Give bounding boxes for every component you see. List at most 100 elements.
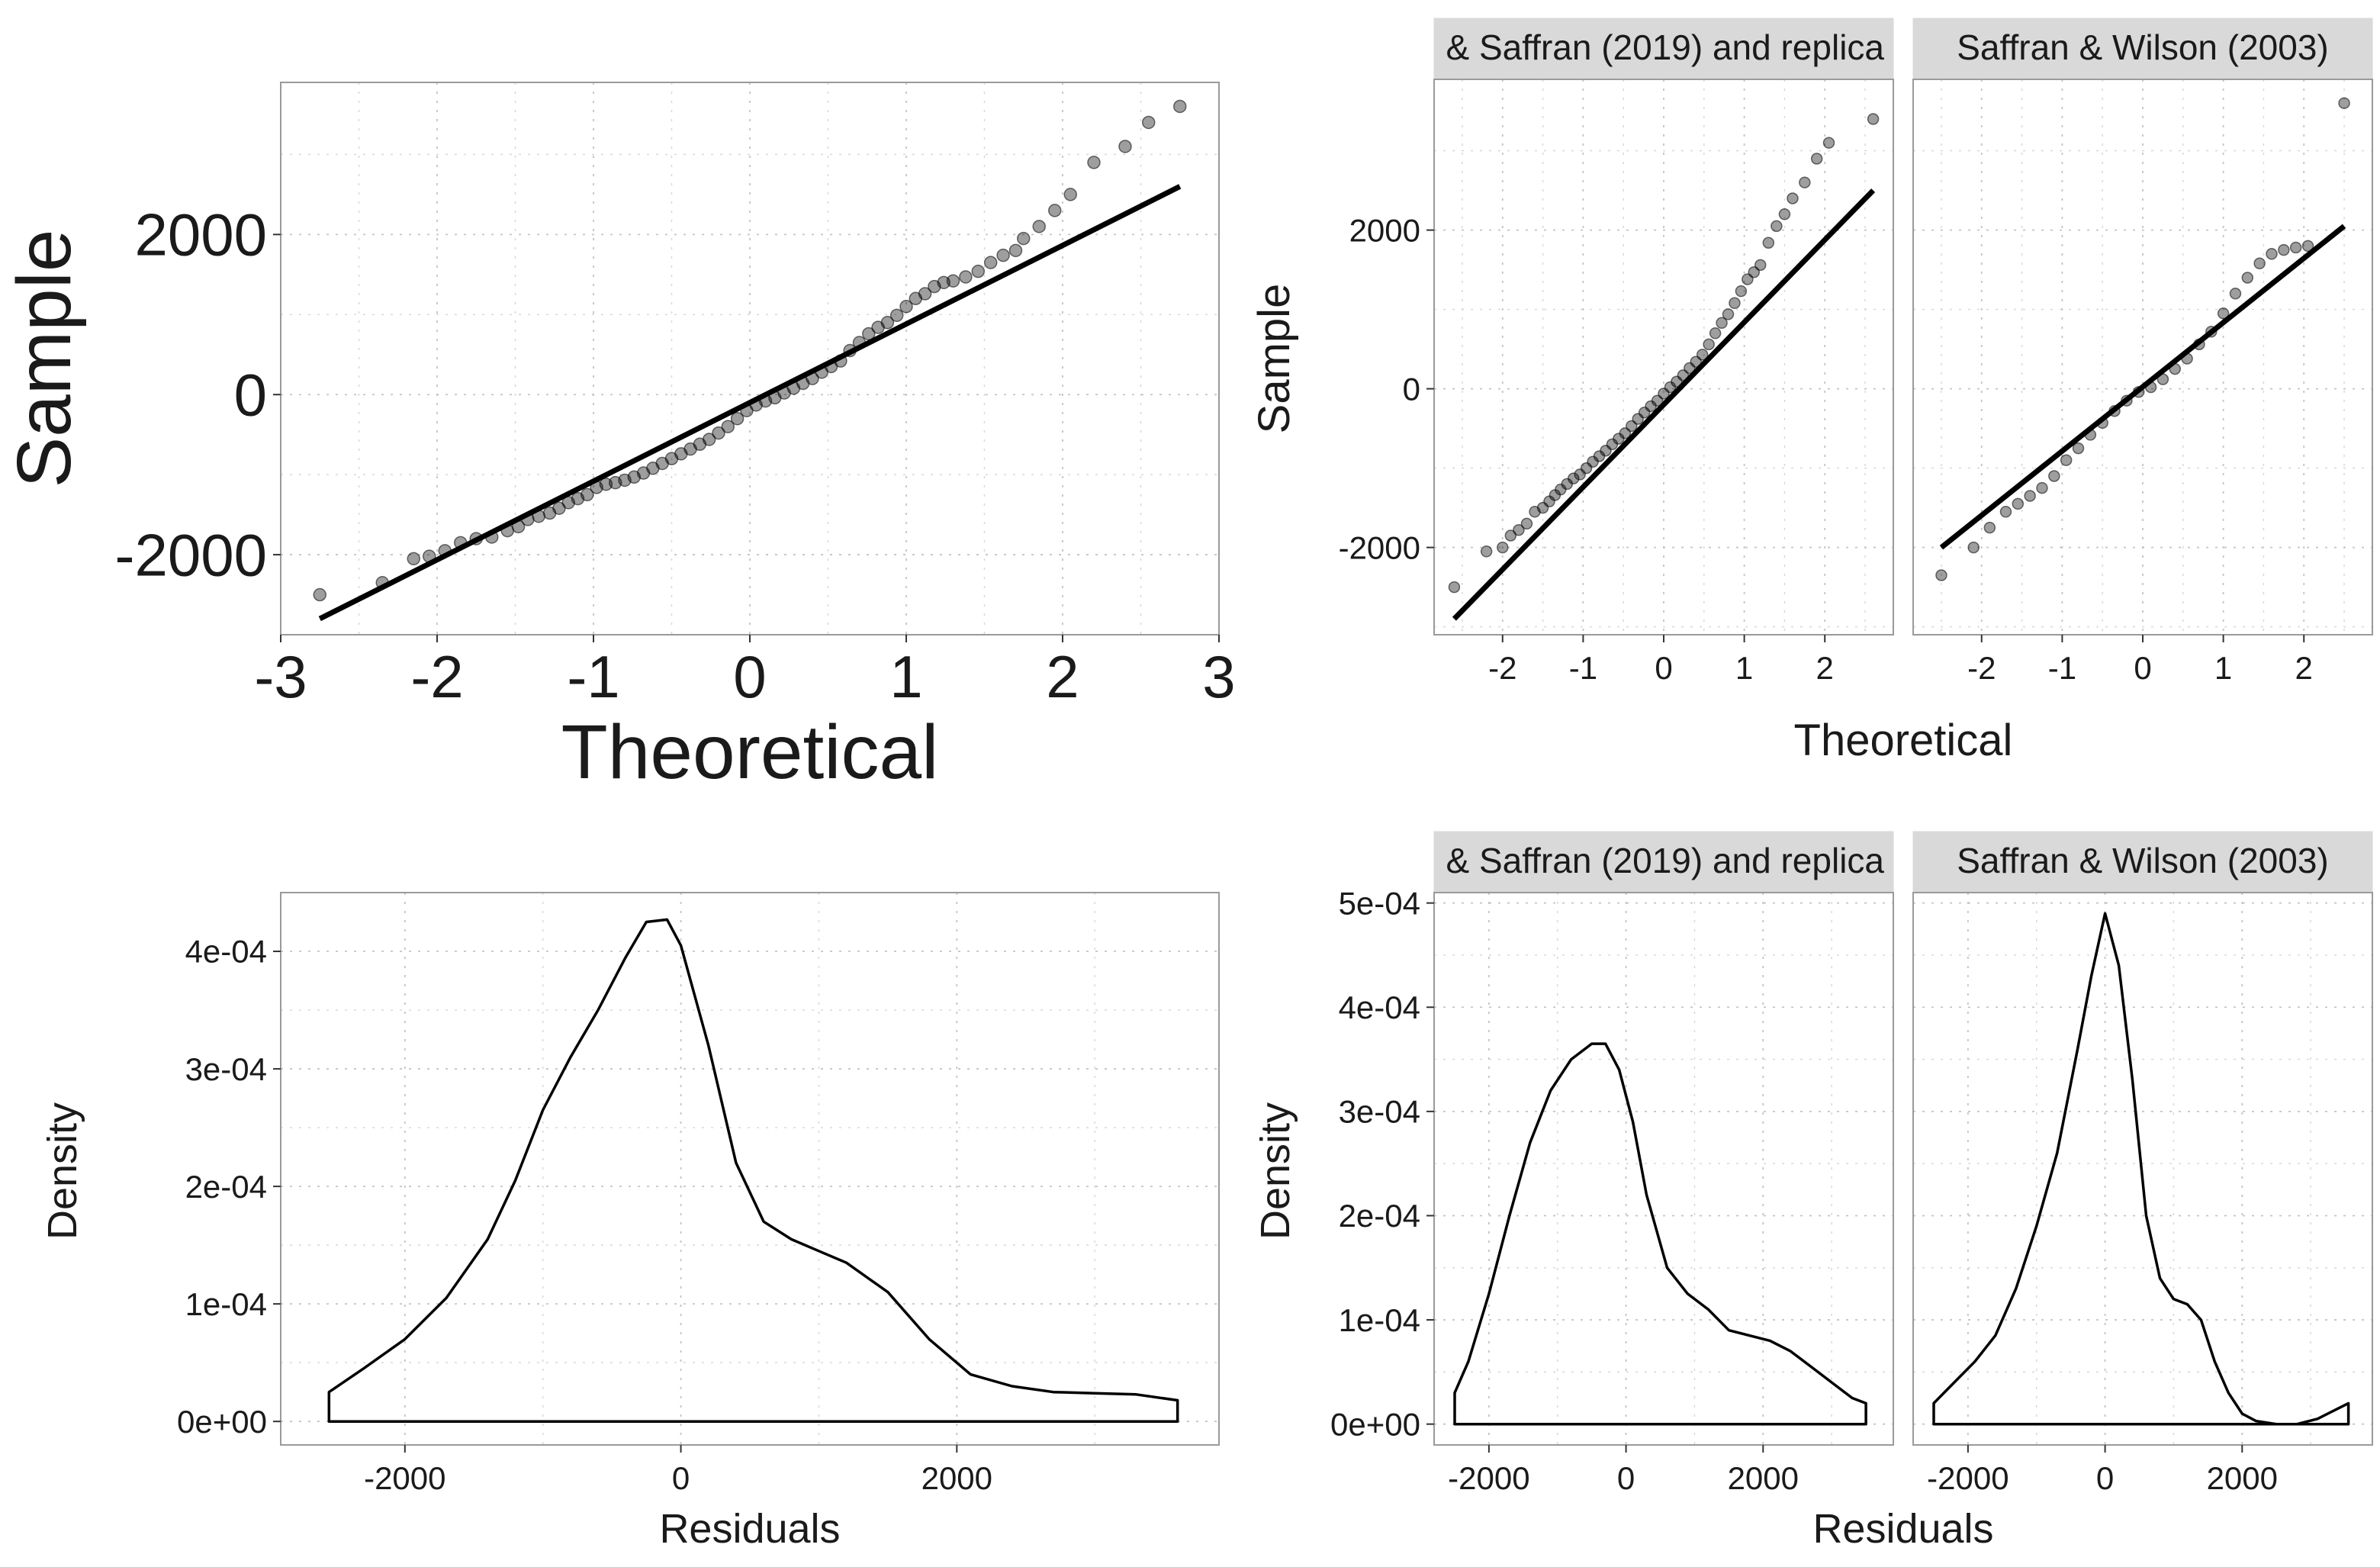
qq-facet-1-point <box>1480 545 1493 558</box>
density-facet-1-density-curve <box>1453 1042 1867 1426</box>
qq-facet-1-point <box>1822 137 1835 149</box>
qq-all-point <box>1087 156 1101 169</box>
qq-all-point <box>407 552 420 566</box>
density-facet-2-x-tick-label: 2000 <box>2207 1460 2278 1496</box>
qq-facet-2-strip-label: Saffran & Wilson (2003) <box>1957 27 2329 67</box>
qq-all-point <box>983 256 998 269</box>
qq-all-point <box>581 487 594 502</box>
qq-facet-1-point <box>1722 308 1735 320</box>
qq-facet-1-point <box>1762 236 1775 249</box>
qq-all-x-tick-label: 0 <box>733 643 766 710</box>
qq-facet-2-point <box>2205 325 2218 338</box>
qq-all-point <box>1118 140 1132 153</box>
qq-all-x-tick-label: -1 <box>567 643 619 710</box>
qq-facet-1-point <box>1709 327 1722 339</box>
density-all-x-tick-label: 0 <box>672 1460 690 1496</box>
qq-all-reference-line <box>318 184 1182 622</box>
qq-facet-1-point <box>1867 113 1880 125</box>
qq-all-point <box>438 544 452 558</box>
density-facet-2-x-tick-label: -2000 <box>1927 1460 2009 1496</box>
qq-facets-xlabel: Theoretical <box>1794 716 2013 765</box>
density-facet-1-strip <box>1433 831 1894 893</box>
qq-facet-2-point <box>2278 243 2290 256</box>
qq-facet-2-point <box>2132 386 2145 398</box>
qq-all-point <box>899 300 913 314</box>
qq-all-point <box>880 316 895 330</box>
density-all-y-tick-label: 3e-04 <box>185 1051 267 1087</box>
qq-all-x-tick-label: 2 <box>1046 643 1079 710</box>
qq-all-point <box>959 270 973 284</box>
qq-all-x-tick-label: -3 <box>254 643 307 710</box>
density-all-y-tick-label: 4e-04 <box>185 934 267 970</box>
qq-facet-1-point <box>1787 192 1799 204</box>
qq-all-point <box>511 520 526 534</box>
density-facet-2-x-tick-label: 0 <box>2096 1460 2114 1496</box>
qq-all-point <box>375 576 389 590</box>
qq-facet-1-point <box>1504 529 1517 542</box>
qq-facet-panels: & Saffran (2019) and replica Saffran & W… <box>1250 18 2373 765</box>
density-facet-1-y-tick-label: 4e-04 <box>1339 989 1420 1025</box>
qq-facet-2-point <box>2144 381 2157 394</box>
qq-facet-1-x-tick-label: -2 <box>1488 650 1516 686</box>
density-all-y-tick-label: 0e+00 <box>177 1404 267 1440</box>
qq-all-ylabel: Sample <box>2 229 87 487</box>
qq-facet-2-point <box>2253 257 2266 270</box>
qq-all-point <box>1008 243 1023 258</box>
qq-facet-2-point <box>2048 470 2060 482</box>
qq-all-point <box>532 509 545 523</box>
qq-facet-2-x-tick-label: 2 <box>2295 650 2313 686</box>
qq-facet-2-x-tick-label: 0 <box>2134 650 2151 686</box>
density-facet-1-y-tick-label: 2e-04 <box>1339 1198 1420 1234</box>
qq-all-point <box>454 536 468 550</box>
qq-facet-2-x-tick-label: -1 <box>2048 650 2076 686</box>
qq-facet-2-point <box>1983 521 1996 534</box>
density-all-y-tick-label: 1e-04 <box>185 1286 267 1322</box>
density-facets-ylabel: Density <box>1253 1102 1298 1240</box>
qq-facet-1-point <box>1754 259 1767 272</box>
density-all-x-tick-label: -2000 <box>364 1460 445 1496</box>
qq-all-point <box>521 513 535 526</box>
qq-all-point <box>1063 188 1077 201</box>
qq-all-point <box>889 308 904 323</box>
qq-all-panel: -3 -2 -1 0 1 2 3 -2000 0 2000 Theoretical Sample <box>2 82 1236 795</box>
qq-facet-2-point <box>2012 497 2025 510</box>
qq-facet-1-x-tick-label: 1 <box>1735 650 1753 686</box>
qq-all-point <box>996 248 1010 262</box>
qq-facet-2-point <box>1935 569 1947 581</box>
qq-facet-2-point <box>2108 404 2121 417</box>
qq-all-point <box>806 372 819 385</box>
density-facet-1-x-tick-label: 0 <box>1617 1460 1635 1496</box>
qq-all-point <box>423 549 436 563</box>
qq-facet-1-point <box>1799 176 1811 188</box>
qq-facet-2-point <box>2266 248 2278 260</box>
qq-all-point <box>730 411 745 426</box>
qq-facet-1-x-tick-label: 0 <box>1655 650 1672 686</box>
density-facet-1-y-tick-label: 0e+00 <box>1330 1406 1420 1442</box>
qq-facet-1-point <box>1716 317 1728 330</box>
qq-all-point <box>834 354 847 368</box>
density-facet-1-strip-label: & Saffran (2019) and replica <box>1446 841 1884 880</box>
qq-facet-2-point <box>1967 541 1980 554</box>
qq-all-x-tick-label: 1 <box>889 643 922 710</box>
qq-facet-1-point <box>1810 153 1823 165</box>
qq-facet-1-y-tick-label: 2000 <box>1349 212 1420 248</box>
qq-facet-1-strip <box>1433 18 1894 80</box>
qq-facet-1-point <box>1771 220 1783 233</box>
qq-facet-2-strip <box>1912 18 2373 80</box>
qq-all-point <box>313 587 326 602</box>
qq-facet-1-point <box>1520 517 1533 530</box>
qq-facet-2-reference-line <box>1939 224 2346 550</box>
density-facets-xlabel: Residuals <box>1812 1506 1993 1552</box>
qq-facet-2-point <box>2084 429 2097 441</box>
qq-all-point <box>971 264 986 278</box>
qq-facet-2-point <box>2229 288 2242 300</box>
qq-all-point <box>946 274 960 288</box>
qq-facet-2-point <box>2289 241 2302 254</box>
qq-facet-2-point <box>2072 442 2085 455</box>
qq-facet-1-point <box>1735 285 1748 298</box>
density-facet-1-y-tick-label: 5e-04 <box>1339 885 1420 921</box>
density-facet-1-y-tick-label: 1e-04 <box>1339 1302 1420 1338</box>
density-all-xlabel: Residuals <box>659 1506 840 1552</box>
qq-facet-2-x-tick-label: -2 <box>1967 650 1996 686</box>
